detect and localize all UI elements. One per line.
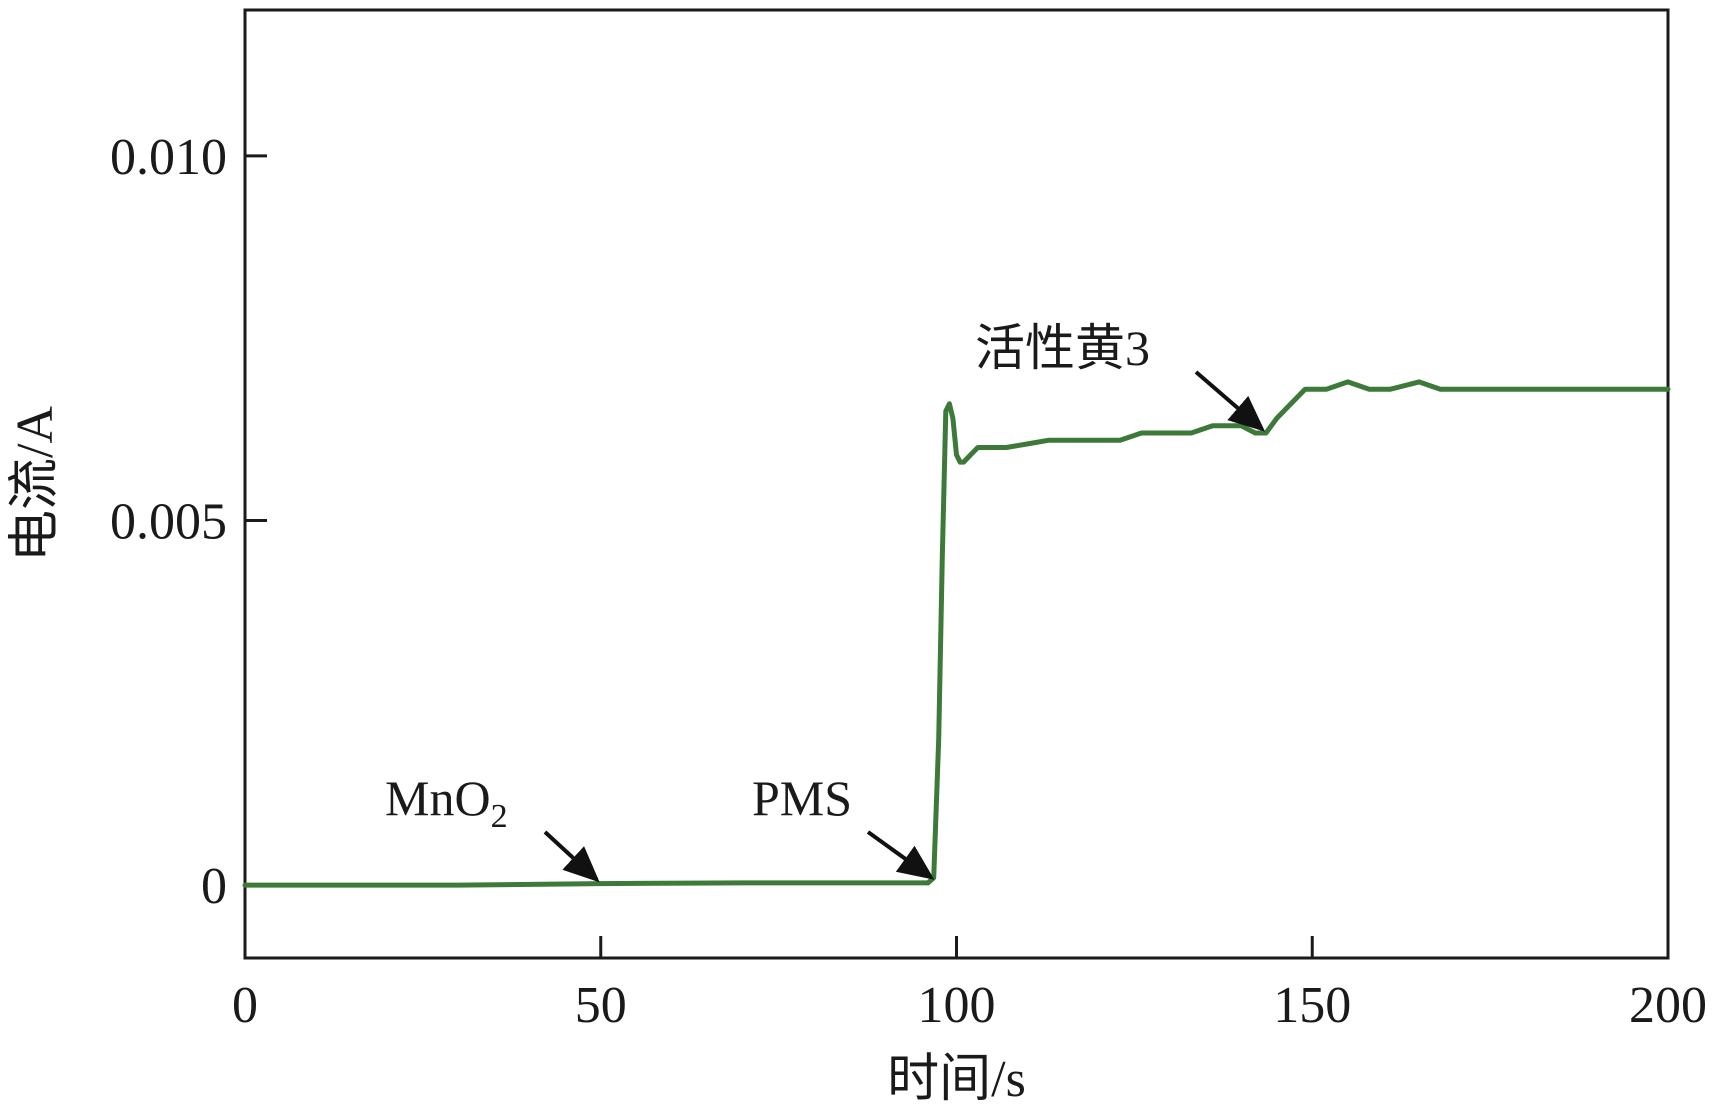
- axes: 0 50 100 150 200 0 0.005 0.010: [110, 129, 1707, 1034]
- annotation-arrow: [866, 830, 935, 880]
- series-layer: [242, 379, 1671, 888]
- x-tick-label: 200: [1629, 977, 1707, 1034]
- annotation-1: PMS: [752, 770, 935, 880]
- annotation-label: 活性黄3: [975, 320, 1150, 376]
- annotation-arrow: [1194, 370, 1266, 432]
- x-tick-label: 150: [1273, 977, 1351, 1034]
- y-tick-label: 0: [201, 858, 227, 915]
- x-tick-label: 100: [918, 977, 996, 1034]
- annotation-arrow: [543, 830, 600, 883]
- annotation-0: MnO2: [385, 770, 600, 883]
- x-axis-title: 时间/s: [887, 1051, 1026, 1107]
- annotation-2: 活性黄3: [975, 320, 1266, 432]
- x-tick-label: 50: [575, 977, 627, 1034]
- y-tick-label: 0.010: [110, 129, 227, 186]
- series-line-0: [242, 379, 1671, 888]
- annotation-label: PMS: [752, 770, 852, 826]
- y-axis-title: 电流/A: [7, 406, 64, 562]
- y-tick-label: 0.005: [110, 493, 227, 550]
- annotations: MnO2 PMS 活性黄3: [385, 320, 1266, 883]
- annotation-subscript: 2: [491, 798, 508, 835]
- annotation-label: MnO2: [385, 770, 508, 835]
- x-tick-label: 0: [232, 977, 258, 1034]
